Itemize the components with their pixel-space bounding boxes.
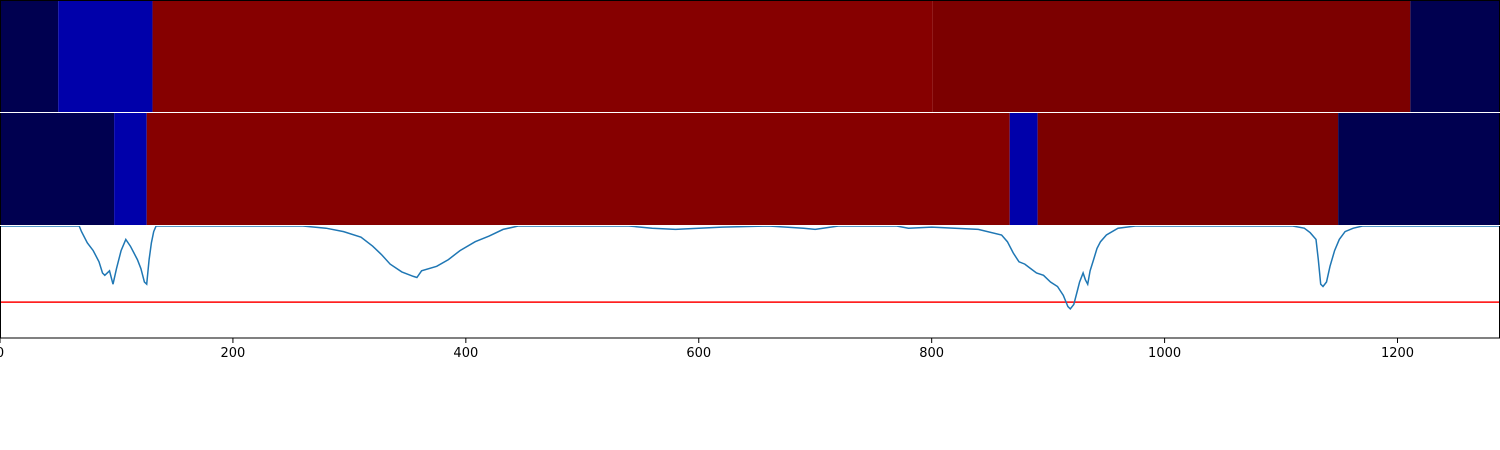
x-tick-label: 0 [0,346,4,361]
x-tick-label: 200 [221,346,246,361]
x-tick-label: 1000 [1148,346,1181,361]
x-tick-label: 1200 [1381,346,1414,361]
segment-bar [146,113,1010,225]
segment-bar [1009,113,1038,225]
segment-bar [152,0,933,112]
segment-bar [0,113,115,225]
x-tick-label: 800 [919,346,944,361]
segment-bar [58,0,153,112]
segment-bar [932,0,1411,112]
segment-track [0,0,1500,112]
segment-bar [1410,0,1500,112]
x-tick-label: 400 [453,346,478,361]
series-line [0,225,1500,311]
segment-bar [1037,113,1339,225]
line-panel [0,225,1500,311]
x-tick-label: 600 [686,346,711,361]
segment-tracks [0,0,1500,225]
segment-track [0,113,1500,225]
segment-bar [114,113,147,225]
segment-bar [0,0,59,112]
segment-bar [1338,113,1500,225]
x-axis: 0 200 400 600 800 1000 1200 [0,338,1414,361]
